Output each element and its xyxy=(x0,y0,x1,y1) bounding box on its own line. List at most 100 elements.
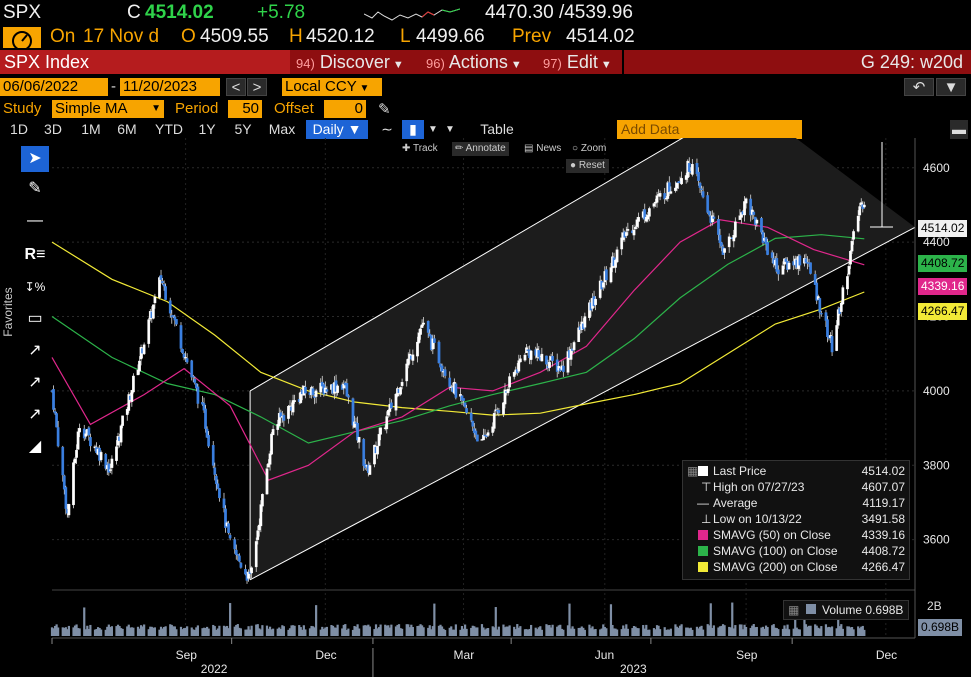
candle-body xyxy=(362,439,366,466)
volume-bar xyxy=(227,628,230,636)
volume-bar xyxy=(373,629,376,636)
legend-sma100[interactable]: SMAVG (100) on Close 4408.72 xyxy=(683,543,909,559)
prev-period-button[interactable]: < xyxy=(226,78,246,96)
legend-sma50[interactable]: SMAVG (50) on Close 4339.16 xyxy=(683,527,909,543)
candle-body xyxy=(609,267,613,283)
volume-bar xyxy=(861,625,864,636)
range-1d[interactable]: 1D xyxy=(10,121,28,137)
volume-bar xyxy=(459,629,462,636)
volume-bar xyxy=(170,624,173,636)
range-3d[interactable]: 3D xyxy=(44,121,62,137)
undo-icon[interactable]: ↶ xyxy=(904,78,934,96)
volume-bar xyxy=(528,628,531,636)
actions-menu[interactable]: 96) Actions ▼ xyxy=(426,52,522,72)
regression-icon[interactable]: R≡ xyxy=(24,246,46,263)
sma100-line xyxy=(51,234,865,444)
pen-icon[interactable]: ✎ xyxy=(28,180,42,197)
fib-icon[interactable]: ◢ xyxy=(28,438,42,455)
volume-bar xyxy=(858,628,861,636)
candle-body xyxy=(503,389,507,405)
annotate-button[interactable]: ✏ Annotate xyxy=(452,142,509,156)
security-field[interactable]: SPX Index xyxy=(0,50,290,74)
chart-type-dropdown-2-icon[interactable]: ▼ xyxy=(445,124,455,135)
volume-bar xyxy=(162,627,166,636)
candle-body xyxy=(566,351,570,373)
volume-bar xyxy=(50,627,54,636)
volume-bar xyxy=(379,624,382,636)
rectangle-icon[interactable]: ▭ xyxy=(27,310,43,327)
candle-body xyxy=(798,255,802,266)
edit-menu[interactable]: 97) Edit ▼ xyxy=(543,52,612,72)
collapse-icon[interactable]: ▬ xyxy=(950,120,968,139)
volume-bar xyxy=(643,628,646,636)
candle-body xyxy=(399,387,402,395)
hline-icon[interactable]: — xyxy=(27,212,43,229)
ray-icon[interactable]: ↗ xyxy=(28,406,42,423)
study-select[interactable]: Simple MA ▼ xyxy=(52,100,164,118)
volume-bar xyxy=(838,626,841,636)
percent-icon[interactable]: ↧% xyxy=(24,280,46,294)
pencil-icon[interactable]: ✎ xyxy=(378,101,391,118)
candle-body xyxy=(222,498,226,509)
range-6m[interactable]: 6M xyxy=(117,121,137,137)
frequency-select[interactable]: Daily ▼ xyxy=(306,120,368,139)
candle-chart-icon[interactable]: ▮ xyxy=(402,120,424,139)
volume-bar xyxy=(771,625,774,636)
range-max[interactable]: Max xyxy=(268,121,296,137)
volume-bar xyxy=(397,624,401,636)
volume-bar xyxy=(849,627,852,636)
next-period-button[interactable]: > xyxy=(247,78,267,96)
zoom-button[interactable]: ○ Zoom xyxy=(572,143,607,154)
candle-body xyxy=(717,219,720,235)
volume-bar xyxy=(248,629,252,636)
trendline-icon[interactable]: ↗ xyxy=(28,342,42,359)
header-divider xyxy=(622,50,624,74)
volume-bar xyxy=(341,628,344,636)
volume-bar xyxy=(546,625,550,636)
candle-body xyxy=(244,569,247,575)
offset-field[interactable]: 0 xyxy=(324,100,366,118)
volume-bar xyxy=(798,629,801,636)
range-5y[interactable]: 5Y xyxy=(234,121,252,137)
candle-body xyxy=(497,410,501,413)
reset-button[interactable]: ● Reset xyxy=(566,159,609,173)
legend-sma200[interactable]: SMAVG (200) on Close 4266.47 xyxy=(683,559,909,575)
cursor-icon[interactable]: ➤ xyxy=(21,146,49,172)
start-date-field[interactable]: 06/06/2022 xyxy=(0,78,108,96)
volume-bar xyxy=(503,627,507,636)
volume-legend[interactable]: ▦ Volume 0.698B xyxy=(783,600,909,620)
candle-body xyxy=(228,534,232,539)
track-button[interactable]: ✚ Track xyxy=(402,143,438,154)
x-year-label: 2023 xyxy=(620,662,647,676)
volume-bar xyxy=(847,626,851,636)
end-date-field[interactable]: 11/20/2023 xyxy=(120,78,220,96)
candle-body xyxy=(191,376,195,378)
news-button[interactable]: ▤ News xyxy=(524,143,562,154)
add-data-field[interactable]: Add Data xyxy=(617,120,802,139)
candle-body xyxy=(179,325,183,349)
channel-tool-icon[interactable]: ↗ xyxy=(28,374,42,391)
settings-icon[interactable]: ▼ xyxy=(936,78,966,96)
candle-body xyxy=(624,232,628,236)
close-label: C xyxy=(127,2,141,23)
table-button[interactable]: Table xyxy=(480,121,514,137)
gauge-icon[interactable] xyxy=(3,27,41,51)
volume-bar xyxy=(72,627,75,636)
volume-bar xyxy=(204,627,207,636)
favorites-tab[interactable]: Favorites xyxy=(1,287,15,337)
legend-last-price[interactable]: ▦ Last Price 4514.02 xyxy=(687,464,905,478)
volume-bar xyxy=(261,625,264,636)
range-ytd[interactable]: YTD xyxy=(155,121,183,137)
line-chart-icon[interactable]: ∼ xyxy=(381,121,393,137)
range-1m[interactable]: 1M xyxy=(81,121,101,137)
period-field[interactable]: 50 xyxy=(228,100,262,118)
candle-body xyxy=(852,231,855,240)
chart-type-dropdown-icon[interactable]: ▼ xyxy=(428,124,438,135)
discover-menu[interactable]: 94) Discover ▼ xyxy=(296,52,404,72)
currency-select[interactable]: Local CCY ▼ xyxy=(282,78,382,96)
volume-bar xyxy=(428,625,431,636)
candle-body xyxy=(130,390,134,402)
candle-body xyxy=(830,336,834,353)
candle-body xyxy=(250,567,253,574)
range-1y[interactable]: 1Y xyxy=(198,121,216,137)
